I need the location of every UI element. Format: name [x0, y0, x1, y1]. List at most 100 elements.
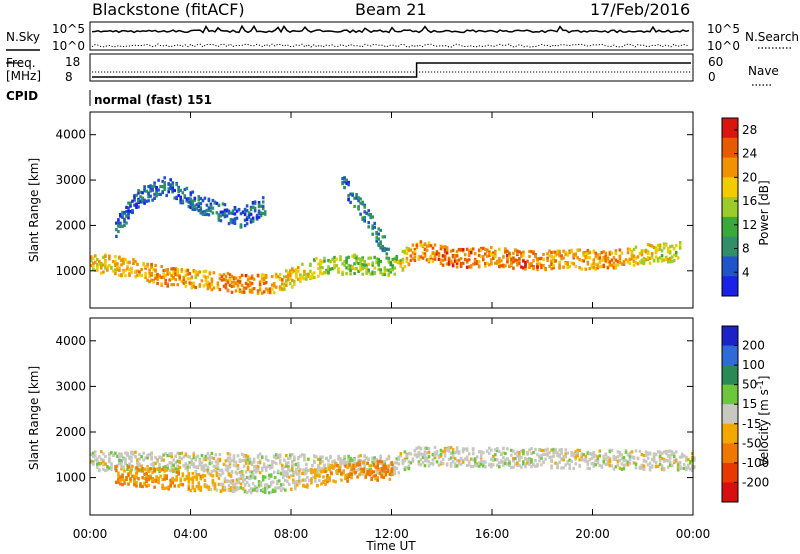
data-cell-main_band	[307, 272, 310, 277]
data-cell-night_band	[322, 479, 325, 484]
data-cell-main_band	[590, 265, 594, 269]
data-cell-upper_scatter	[257, 205, 261, 209]
data-cell-night_band	[366, 461, 369, 465]
data-cell-upper_scatter	[171, 181, 174, 185]
data-cell-night_band	[328, 466, 331, 470]
data-cell-main_band	[612, 261, 616, 265]
data-cell-main_band	[433, 257, 437, 261]
data-cell-main_band	[630, 257, 634, 261]
data-cell-main_band	[439, 261, 443, 266]
data-cell-main_band	[648, 256, 652, 260]
data-cell-main_band	[190, 275, 194, 279]
data-cell-main_band	[234, 289, 238, 293]
data-cell-main_band	[228, 278, 232, 282]
data-cell-ground_scatter	[299, 467, 302, 472]
data-cell-main_band	[596, 256, 600, 260]
data-cell-main_band	[194, 285, 198, 290]
data-cell-night_band	[358, 463, 361, 467]
data-cell-night_band	[219, 489, 223, 494]
data-cell-ground_scatter	[658, 455, 662, 459]
data-cell-night_band	[205, 485, 209, 489]
data-cell-rising_arc	[383, 235, 387, 239]
data-cell-ground_scatter	[92, 460, 95, 464]
data-cell-ground_scatter	[542, 452, 545, 457]
data-cell-ground_scatter	[475, 464, 479, 468]
data-cell-upper_scatter	[193, 198, 197, 202]
data-cell-night_band	[346, 476, 349, 480]
x-tick-label: 04:00	[173, 527, 208, 541]
data-cell-main_band	[134, 275, 137, 279]
data-cell-ground_scatter	[425, 456, 429, 460]
data-cell-ground_scatter	[691, 459, 694, 463]
data-cell-ground_scatter	[333, 459, 336, 463]
data-cell-ground_scatter	[674, 459, 678, 463]
data-cell-main_band	[104, 266, 107, 270]
data-cell-upper_scatter	[209, 202, 213, 206]
data-cell-main_band	[124, 258, 127, 262]
data-cell-upper_scatter	[125, 205, 128, 209]
data-cell-main_band	[552, 260, 555, 264]
data-cell-night_band	[352, 467, 355, 471]
data-cell-rising_arc	[363, 219, 366, 223]
data-cell-ground_scatter	[502, 456, 505, 460]
data-cell-rising_arc	[381, 235, 385, 239]
data-cell-ground_scatter	[419, 447, 423, 451]
data-cell-night_band	[282, 472, 285, 476]
data-cell-ground_scatter	[691, 455, 694, 460]
data-cell-main_band	[198, 283, 202, 287]
data-cell-night_band	[211, 480, 215, 485]
data-cell-upper_scatter	[189, 193, 193, 197]
data-cell-main_band	[154, 269, 157, 273]
data-cell-night_band	[294, 470, 297, 474]
data-cell-main_band	[371, 263, 374, 267]
data-cell-upper_scatter	[231, 209, 235, 213]
data-cell-main_band	[319, 271, 322, 275]
data-cell-upper_scatter	[197, 201, 201, 206]
data-cell-main_band	[208, 285, 212, 289]
data-cell-main_band	[154, 276, 157, 280]
data-cell-main_band	[264, 274, 268, 278]
data-cell-ground_scatter	[526, 452, 529, 456]
data-cell-ground_scatter	[425, 459, 429, 463]
colorbar-tick-label: -100	[742, 456, 769, 470]
data-cell-main_band	[632, 256, 636, 260]
data-cell-ground_scatter	[176, 451, 179, 455]
data-cell-main_band	[550, 262, 553, 267]
data-cell-ground_scatter	[556, 465, 559, 469]
data-cell-night_band	[304, 478, 307, 482]
noise-right-tick-bottom: 10^0	[707, 39, 740, 53]
data-cell-ground_scatter	[285, 454, 288, 458]
data-cell-ground_scatter	[522, 452, 525, 456]
data-cell-ground_scatter	[475, 462, 479, 466]
data-cell-main_band	[351, 265, 354, 269]
data-cell-ground_scatter	[102, 452, 105, 456]
data-cell-main_band	[345, 256, 348, 260]
data-cell-ground_scatter	[482, 451, 485, 455]
data-cell-rising_arc	[357, 206, 360, 210]
data-cell-main_band	[441, 258, 445, 262]
data-cell-main_band	[670, 259, 674, 263]
data-cell-ground_scatter	[186, 465, 190, 469]
data-cell-night_band	[362, 467, 365, 471]
colorbar-tick-label: 28	[742, 123, 757, 137]
data-cell-upper_scatter	[259, 211, 263, 215]
data-cell-night_band	[374, 465, 377, 469]
data-cell-main_band	[419, 255, 423, 259]
data-cell-ground_scatter	[484, 460, 487, 464]
data-cell-ground_scatter	[445, 463, 449, 467]
data-cell-ground_scatter	[451, 460, 455, 464]
data-cell-night_band	[235, 481, 239, 485]
data-cell-ground_scatter	[291, 466, 294, 470]
data-cell-upper_scatter	[137, 189, 140, 193]
data-cell-main_band	[405, 259, 409, 263]
data-cell-main_band	[602, 250, 606, 254]
data-cell-main_band	[506, 257, 509, 261]
data-cell-main_band	[246, 283, 250, 287]
freq-tick-bottom: 8	[65, 70, 73, 84]
data-cell-main_band	[311, 272, 314, 276]
data-cell-ground_scatter	[232, 456, 236, 460]
data-cell-ground_scatter	[660, 467, 664, 471]
data-cell-main_band	[634, 261, 638, 265]
data-cell-ground_scatter	[100, 457, 103, 461]
data-cell-ground_scatter	[626, 460, 630, 464]
